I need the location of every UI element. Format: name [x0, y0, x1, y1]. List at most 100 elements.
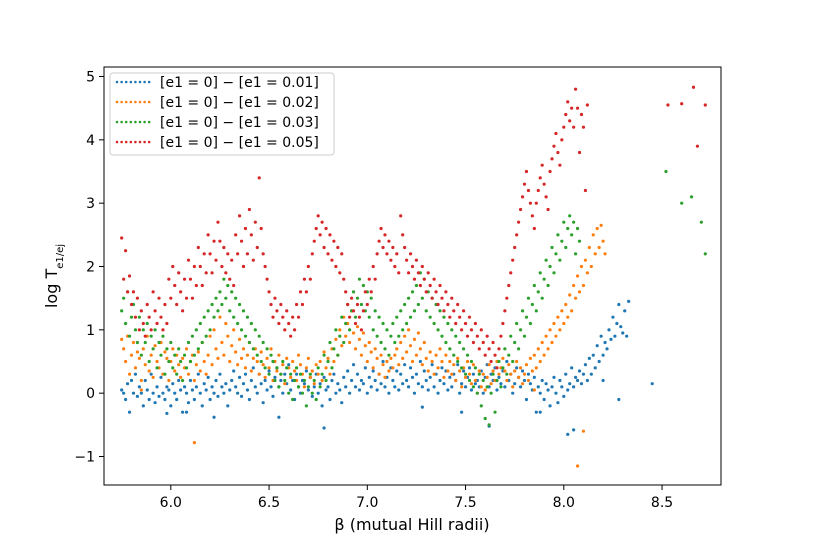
point-s4-52 [222, 245, 226, 250]
point-s2-97 [310, 369, 314, 373]
point-s3-184 [481, 378, 485, 383]
point-s3-205 [522, 334, 527, 338]
point-s3-93 [302, 378, 307, 383]
point-s3-186 [485, 385, 489, 389]
point-s1-133 [381, 359, 385, 364]
point-s4-214 [540, 163, 544, 167]
point-s4-142 [399, 214, 403, 218]
point-s1-262 [277, 415, 281, 419]
point-s2-183 [479, 385, 483, 389]
point-s3-219 [550, 245, 554, 250]
point-s4-157 [428, 283, 432, 288]
point-s4-74 [265, 277, 269, 281]
point-s4-163 [440, 296, 444, 300]
point-s2-173 [460, 385, 464, 389]
point-s3-181 [475, 391, 479, 395]
point-s2-46 [210, 363, 214, 367]
point-s3-198 [509, 334, 513, 338]
point-s1-234 [579, 382, 584, 386]
point-s1-24 [167, 388, 171, 392]
point-s2-240 [591, 233, 595, 237]
point-s2-95 [306, 356, 310, 360]
x-tick-label-0: 6.0 [160, 495, 182, 511]
point-s2-209 [530, 369, 534, 373]
point-s2-157 [428, 350, 432, 354]
point-s3-224 [560, 239, 564, 243]
point-s3-70 [257, 334, 261, 338]
point-s4-76 [269, 302, 273, 307]
point-s1-246 [603, 340, 607, 345]
point-s2-161 [436, 366, 440, 370]
point-s3-65 [247, 340, 252, 345]
point-s3-53 [224, 296, 228, 300]
point-s4-141 [397, 271, 401, 275]
point-s4-233 [577, 150, 582, 155]
point-s2-131 [377, 372, 381, 376]
point-s4-26 [171, 264, 175, 269]
point-s4-32 [182, 277, 187, 281]
point-s3-11 [141, 328, 145, 332]
point-s4-99 [314, 226, 318, 231]
point-s4-182 [477, 347, 481, 351]
point-s2-235 [581, 283, 586, 288]
point-s4-226 [564, 112, 568, 117]
point-s2-182 [477, 369, 481, 373]
point-s2-5 [129, 353, 134, 357]
point-s2-165 [444, 353, 448, 357]
point-s4-49 [216, 220, 220, 224]
point-s3-67 [251, 347, 255, 351]
point-s4-235 [581, 125, 586, 129]
point-s3-200 [513, 340, 517, 345]
point-s4-113 [342, 277, 346, 281]
legend-marker-s3-0 [115, 120, 119, 124]
point-s1-49 [216, 394, 220, 398]
point-s3-40 [198, 321, 202, 326]
point-s3-166 [446, 321, 450, 326]
point-s1-12 [143, 378, 147, 383]
point-s2-52 [222, 353, 226, 357]
point-s4-30 [179, 290, 183, 294]
point-s3-210 [532, 283, 536, 288]
point-s2-139 [393, 353, 397, 357]
point-s1-155 [424, 378, 428, 383]
point-s1-223 [558, 378, 562, 383]
point-s1-239 [589, 372, 593, 376]
point-s4-147 [408, 252, 413, 256]
point-s2-152 [418, 347, 422, 351]
point-s2-144 [403, 334, 407, 338]
point-s4-8 [135, 296, 139, 300]
point-s2-168 [450, 372, 454, 376]
point-s2-119 [353, 347, 358, 351]
point-s4-69 [255, 245, 259, 250]
point-s3-183 [479, 404, 483, 408]
point-s2-197 [507, 363, 511, 367]
point-s3-151 [416, 302, 420, 307]
point-s4-191 [495, 366, 499, 370]
point-s2-124 [363, 344, 367, 348]
point-s3-189 [491, 372, 495, 376]
point-s1-59 [236, 391, 240, 395]
point-s4-139 [393, 264, 397, 269]
point-s2-221 [554, 334, 558, 338]
point-s1-204 [520, 369, 525, 373]
point-s4-102 [320, 220, 324, 224]
point-s4-2 [124, 249, 128, 253]
point-s4-55 [228, 277, 232, 281]
point-s2-70 [257, 372, 261, 376]
point-s1-38 [194, 385, 198, 389]
point-s1-40 [198, 391, 202, 395]
point-s3-236 [689, 195, 694, 199]
point-s2-158 [430, 359, 434, 364]
x-tick-label-4: 8.0 [553, 495, 575, 511]
point-s3-62 [241, 309, 246, 313]
point-s3-108 [332, 347, 336, 351]
point-s4-127 [369, 290, 373, 294]
point-s3-12 [143, 340, 147, 345]
point-s2-63 [243, 366, 248, 370]
y-axis: −1 0 1 2 3 4 5 [74, 70, 104, 466]
point-s2-169 [452, 363, 456, 367]
point-s4-122 [359, 328, 364, 332]
point-s4-22 [163, 302, 167, 307]
point-s2-30 [179, 375, 183, 379]
